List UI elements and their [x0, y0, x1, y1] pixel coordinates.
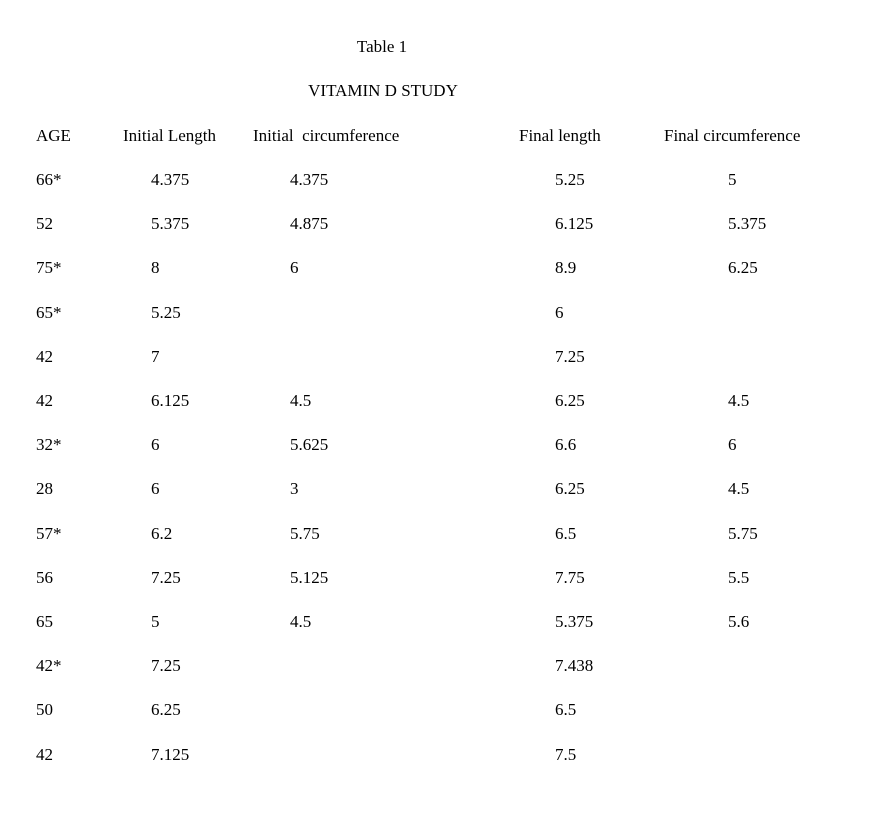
cell-final-length: 6.25: [555, 479, 585, 499]
cell-age: 66*: [36, 170, 62, 189]
column-header-final-circumference: Final circumference: [664, 126, 801, 145]
cell-final-length: 8.9: [555, 258, 577, 278]
cell-final-circumference: 4.5: [728, 391, 750, 410]
cell-final-circumference: 4.5: [728, 479, 750, 499]
cell-final-circumference: 5.6: [728, 612, 750, 631]
cell-final-length: 6.125: [555, 214, 594, 234]
cell-final-circumference: 5: [728, 170, 737, 189]
cell-initial-length: 6: [151, 435, 160, 455]
cell-initial-circumference: 3: [290, 479, 299, 499]
cell-final-length: 6.5: [555, 523, 577, 543]
cell-initial-length: 4.375: [151, 170, 190, 189]
cell-initial-circumference: 4.5: [290, 612, 312, 631]
cell-final-circumference: 5.5: [728, 567, 750, 587]
cell-initial-circumference: 5.75: [290, 523, 320, 543]
column-header-initial-length: Initial Length: [123, 126, 217, 145]
cell-final-circumference: 6: [728, 435, 737, 455]
cell-age: 28: [36, 479, 53, 499]
cell-age: 42: [36, 744, 53, 764]
cell-initial-length: 6.25: [151, 700, 181, 720]
cell-initial-circumference: 5.625: [290, 435, 329, 455]
cell-initial-circumference: 4.5: [290, 391, 312, 410]
document-title: VITAMIN D STUDY: [308, 81, 458, 100]
cell-initial-length: 7.25: [151, 656, 181, 676]
cell-age: 65*: [36, 302, 62, 322]
cell-age: 52: [36, 214, 53, 234]
cell-initial-circumference: 6: [290, 258, 299, 278]
table-caption: Table 1: [356, 37, 408, 56]
cell-initial-circumference: 4.875: [290, 214, 329, 234]
column-header-age: AGE: [36, 126, 71, 145]
cell-initial-length: 7.125: [151, 744, 190, 764]
cell-final-length: 6: [555, 302, 564, 322]
cell-final-length: 5.25: [555, 170, 585, 189]
cell-final-length: 6.5: [555, 700, 577, 720]
cell-age: 65: [36, 612, 53, 631]
cell-final-circumference: 5.375: [728, 214, 767, 234]
cell-initial-circumference: 5.125: [290, 567, 329, 587]
cell-initial-length: 7: [151, 346, 160, 366]
cell-age: 42: [36, 346, 53, 366]
cell-age: 42: [36, 391, 53, 410]
column-header-final-length: Final length: [519, 126, 601, 145]
cell-final-length: 5.375: [555, 612, 594, 631]
cell-final-length: 7.25: [555, 346, 585, 366]
cell-initial-circumference: 4.375: [290, 170, 329, 189]
cell-initial-length: 5.25: [151, 302, 181, 322]
cell-initial-length: 5.375: [151, 214, 190, 234]
cell-final-circumference: 5.75: [728, 523, 758, 543]
cell-initial-length: 7.25: [151, 567, 181, 587]
cell-initial-length: 6.2: [151, 523, 173, 543]
cell-initial-length: 5: [151, 612, 160, 631]
cell-final-circumference: 6.25: [728, 258, 758, 278]
cell-age: 50: [36, 700, 53, 720]
cell-initial-length: 8: [151, 258, 160, 278]
cell-age: 32*: [36, 435, 62, 455]
cell-final-length: 6.25: [555, 391, 585, 410]
cell-final-length: 7.75: [555, 567, 585, 587]
cell-age: 42*: [36, 656, 62, 676]
cell-initial-length: 6: [151, 479, 160, 499]
cell-final-length: 7.5: [555, 744, 577, 764]
column-header-initial-circumference: Initial circumference: [253, 126, 400, 145]
cell-age: 56: [36, 567, 53, 587]
cell-age: 57*: [36, 523, 62, 543]
cell-final-length: 7.438: [555, 656, 594, 676]
cell-initial-length: 6.125: [151, 391, 190, 410]
cell-final-length: 6.6: [555, 435, 577, 455]
cell-age: 75*: [36, 258, 62, 278]
